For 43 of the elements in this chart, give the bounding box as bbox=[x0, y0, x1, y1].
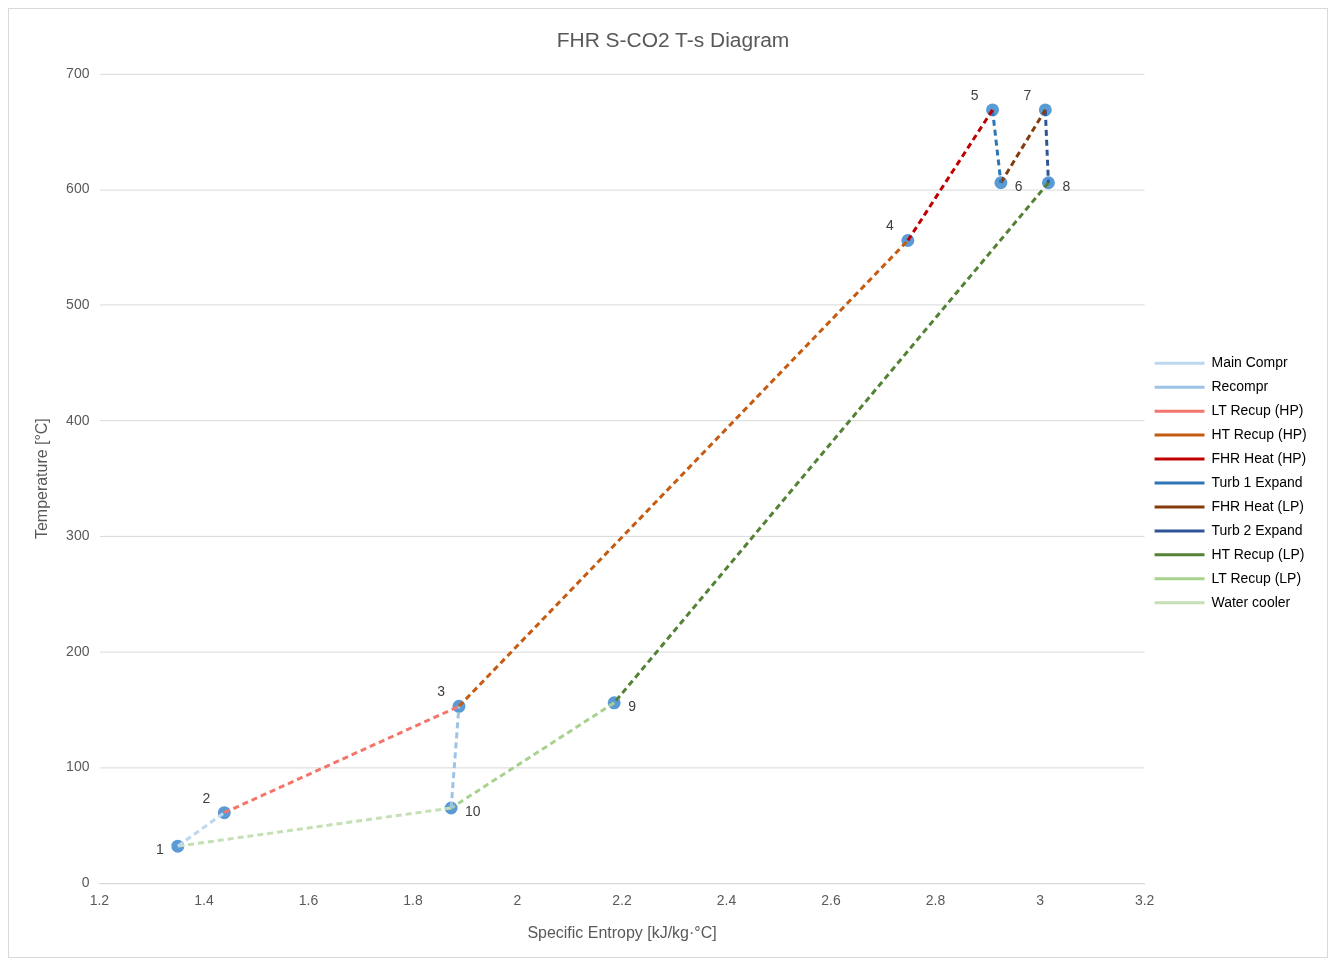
legend-label: FHR Heat (LP) bbox=[1211, 497, 1304, 514]
y-tick-label: 600 bbox=[66, 180, 90, 197]
y-tick-label: 200 bbox=[66, 642, 90, 659]
y-tick-label: 100 bbox=[66, 758, 90, 775]
annotation: 5 bbox=[970, 86, 979, 103]
annotation: 6 bbox=[1014, 177, 1023, 194]
annotation: 4 bbox=[886, 217, 895, 234]
legend-label: Turb 2 Expand bbox=[1211, 521, 1303, 538]
x-tick-label: 1.6 bbox=[298, 892, 319, 909]
legend-label: Turb 1 Expand bbox=[1211, 473, 1303, 490]
x-tick-label: 2.4 bbox=[716, 892, 737, 909]
y-tick-label: 400 bbox=[66, 411, 90, 428]
annotation: 2 bbox=[202, 789, 211, 806]
y-axis-title: Temperature [°C] bbox=[32, 418, 50, 540]
x-tick-label: 2.8 bbox=[925, 892, 946, 909]
legend-label: HT Recup (LP) bbox=[1211, 545, 1305, 562]
x-tick-label: 2.2 bbox=[612, 892, 632, 909]
x-tick-label: 2 bbox=[513, 892, 522, 909]
annotation: 9 bbox=[628, 697, 637, 714]
legend-label: HT Recup (HP) bbox=[1211, 425, 1307, 442]
legend-label: LT Recup (LP) bbox=[1211, 569, 1302, 586]
x-tick-label: 3 bbox=[1036, 892, 1045, 909]
annotation: 7 bbox=[1023, 86, 1032, 103]
x-tick-label: 1.8 bbox=[403, 892, 423, 909]
legend-label: Main Compr bbox=[1211, 354, 1288, 371]
y-tick-label: 0 bbox=[81, 874, 90, 891]
annotation: 3 bbox=[437, 683, 446, 700]
y-tick-label: 700 bbox=[66, 64, 90, 81]
x-tick-label: 1.4 bbox=[194, 892, 214, 909]
annotation: 10 bbox=[465, 802, 481, 819]
x-tick-label: 2.6 bbox=[821, 892, 841, 909]
chart-title: FHR S-CO2 T-s Diagram bbox=[556, 28, 790, 52]
x-axis-title: Specific Entropy [kJ/kg·°C] bbox=[527, 923, 717, 941]
legend-label: Recompr bbox=[1211, 378, 1269, 395]
x-tick-label: 3.2 bbox=[1134, 892, 1155, 909]
legend-label: FHR Heat (HP) bbox=[1211, 449, 1307, 466]
annotation: 1 bbox=[156, 841, 165, 858]
annotation: 8 bbox=[1062, 177, 1071, 194]
legend-label: Water cooler bbox=[1211, 593, 1291, 610]
y-tick-label: 300 bbox=[66, 527, 90, 544]
x-tick-label: 1.2 bbox=[89, 892, 110, 909]
legend-label: LT Recup (HP) bbox=[1211, 402, 1304, 418]
y-tick-label: 500 bbox=[66, 296, 90, 313]
